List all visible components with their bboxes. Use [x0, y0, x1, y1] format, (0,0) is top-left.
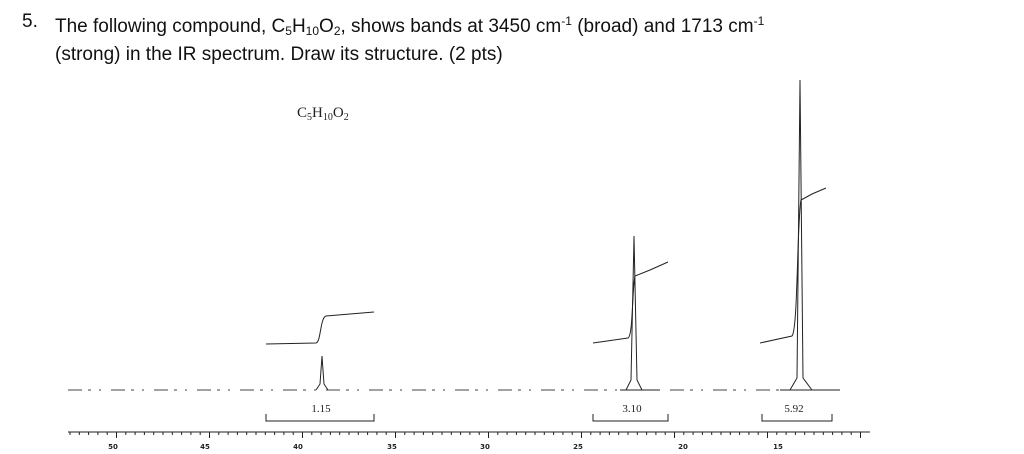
subscript: 2: [333, 24, 341, 38]
integration-bracket: [761, 414, 833, 422]
text: H: [291, 16, 306, 37]
subscript: 5: [285, 24, 292, 38]
integration-bracket: [265, 414, 375, 422]
text: C: [297, 105, 307, 121]
integration-curve: [759, 187, 827, 344]
question-number: 5.: [22, 11, 38, 32]
text: (strong) in the IR spectrum. Draw its st…: [55, 44, 503, 65]
text: O: [319, 16, 334, 37]
axis-label: 30: [480, 443, 490, 451]
text: The following compound, C: [55, 16, 286, 37]
peak: [625, 235, 643, 391]
text: , shows bands at 3450 cm: [340, 16, 562, 37]
subscript: 10: [323, 112, 333, 123]
integration-bracket: [592, 414, 669, 422]
axis-label: 40: [293, 443, 303, 451]
subscript: 2: [344, 112, 349, 123]
axis-ticks: [69, 432, 861, 438]
axis-label: 25: [573, 443, 583, 451]
formula: C5H10O2: [297, 105, 349, 123]
peak: [315, 355, 329, 391]
subscript: 5: [307, 112, 312, 123]
integration-label: 5.92: [784, 403, 803, 415]
text: (broad) and 1713 cm: [571, 16, 754, 37]
axis-label: 20: [678, 443, 688, 451]
integration-curve: [265, 311, 375, 345]
text: O: [333, 105, 344, 121]
superscript: -1: [561, 14, 572, 28]
text: H: [312, 105, 323, 121]
question-text: The following compound, C5H10O2, shows b…: [55, 10, 764, 66]
question: 5. The following compound, C5H10O2, show…: [22, 10, 764, 66]
peak: [789, 79, 813, 391]
integration-label: 1.15: [311, 403, 331, 415]
axis-label: 45: [200, 443, 210, 451]
superscript: -1: [753, 14, 765, 28]
integration-curve: [592, 261, 669, 344]
axis-label: 15: [773, 443, 783, 451]
subscript: 10: [305, 24, 320, 38]
axis-label: 50: [108, 443, 118, 451]
integration-label: 3.10: [622, 403, 642, 415]
axis-label: 35: [387, 443, 397, 451]
